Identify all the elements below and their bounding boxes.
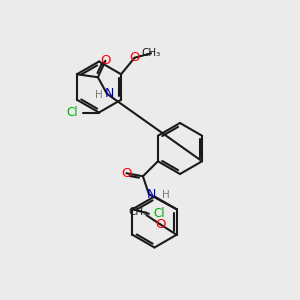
Text: N: N bbox=[105, 87, 114, 100]
Text: N: N bbox=[147, 188, 157, 201]
Text: CH₃: CH₃ bbox=[142, 48, 161, 58]
Text: Cl: Cl bbox=[66, 106, 78, 119]
Text: O: O bbox=[155, 218, 165, 231]
Text: CH₃: CH₃ bbox=[128, 207, 147, 217]
Text: O: O bbox=[100, 54, 111, 67]
Text: O: O bbox=[129, 51, 140, 64]
Text: H: H bbox=[94, 90, 102, 100]
Text: O: O bbox=[121, 167, 132, 180]
Text: H: H bbox=[161, 190, 169, 200]
Text: Cl: Cl bbox=[154, 207, 165, 220]
